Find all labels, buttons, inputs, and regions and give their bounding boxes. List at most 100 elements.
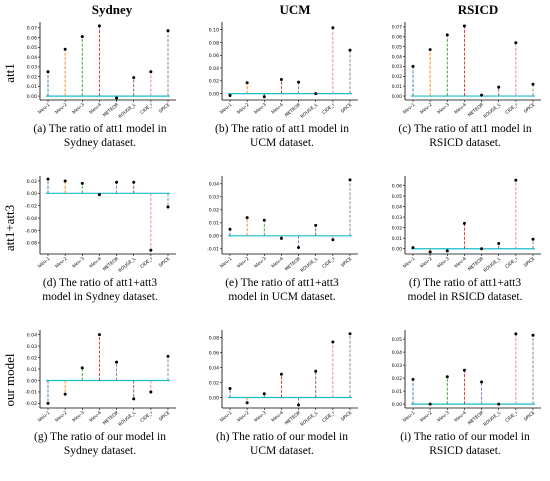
x-tick-label: CIDE_r (321, 256, 336, 270)
panel-f: 0.00 0.01 0.02 0.03 0.04 0.05 0.06 bleu-1 bleu-2… (383, 172, 550, 327)
data-point-bleu-3 (445, 249, 449, 253)
data-point-METEOR (297, 403, 301, 407)
x-tick-label: bleu-1 (402, 410, 417, 424)
x-tick-label: bleu-4 (453, 410, 468, 424)
x-tick-label: bleu-3 (253, 410, 268, 424)
data-point-bleu-2 (63, 392, 67, 396)
data-point-ROUGE_L (132, 76, 136, 80)
x-tick-label: SPICE (340, 256, 354, 269)
data-point-bleu-1 (228, 227, 232, 231)
y-tick-label: -0.02 (25, 204, 37, 210)
data-point-bleu-2 (428, 402, 432, 406)
y-tick-label: -0.04 (25, 216, 37, 222)
y-tick-label: 0.00 (27, 94, 37, 100)
x-tick-label: bleu-3 (253, 102, 268, 116)
x-tick-label: SPICE (523, 256, 537, 269)
y-tick-label: 0.02 (209, 380, 219, 386)
caption-line: model in UCM dataset. (228, 291, 336, 303)
x-tick-label: bleu-3 (436, 410, 451, 424)
data-point-METEOR (480, 380, 484, 384)
x-tick-label: bleu-3 (436, 256, 451, 270)
data-point-bleu-3 (262, 218, 266, 222)
y-tick-label: 0.03 (392, 215, 402, 221)
data-point-bleu-2 (428, 48, 432, 52)
data-point-CIDE_r (514, 41, 518, 45)
x-tick-label: SPICE (340, 102, 354, 115)
x-tick-label: bleu-1 (37, 410, 52, 424)
caption-line: RSICD dataset. (429, 445, 501, 457)
x-tick-label: SPICE (523, 102, 537, 115)
y-tick-label: 0.07 (27, 26, 37, 32)
y-tick-label: 0.04 (209, 365, 219, 371)
data-point-bleu-2 (63, 179, 67, 183)
y-tick-label: 0.00 (209, 395, 219, 401)
panel-a: 0.00 0.01 0.02 0.03 0.04 0.05 0.06 0.07 bleu-1 bl… (18, 18, 198, 173)
data-point-METEOR (115, 180, 119, 184)
data-point-bleu-1 (46, 401, 50, 405)
y-tick-label: 0.06 (209, 350, 219, 356)
data-point-bleu-2 (63, 47, 67, 51)
y-tick-label: 0.03 (27, 65, 37, 71)
y-tick-label: 0.10 (209, 27, 219, 33)
x-tick-label: CIDE_r (139, 410, 154, 424)
row-header-att1: att1 (2, 63, 17, 83)
x-tick-label: ROUGE_L (482, 256, 502, 272)
y-tick-label: 0.01 (27, 367, 37, 373)
x-tick-label: bleu-3 (71, 410, 86, 424)
y-tick-label: 0.04 (392, 204, 402, 210)
y-tick-label: 0.00 (392, 402, 402, 408)
x-tick-label: bleu-4 (270, 256, 285, 270)
panel-i: 0.00 0.01 0.02 0.03 0.04 0.05 bleu-1 bleu-2 bleu… (383, 326, 550, 481)
data-point-CIDE_r (149, 390, 153, 394)
data-point-bleu-4 (462, 24, 466, 28)
data-point-bleu-4 (97, 24, 101, 28)
caption-line: Sydney dataset. (63, 445, 137, 457)
x-tick-label: bleu-2 (54, 102, 69, 116)
data-point-METEOR (115, 360, 119, 364)
y-tick-label: 0.01 (27, 84, 37, 90)
caption-line: model in RSICD dataset. (407, 291, 523, 303)
y-tick-label: 0.02 (392, 376, 402, 382)
data-point-SPICE (531, 82, 535, 86)
caption-a: (a) The ratio of att1 model in Sydney dat… (10, 122, 190, 150)
panel-e: -0.01 0.00 0.01 0.02 0.03 0.04 bleu-1 bleu-2 ble… (200, 172, 380, 327)
caption-b: (b) The ratio of att1 model in UCM datase… (192, 122, 372, 150)
y-tick-label: 0.04 (209, 66, 219, 72)
x-tick-label: bleu-2 (54, 410, 69, 424)
y-tick-label: 0.08 (209, 335, 219, 341)
data-point-CIDE_r (514, 178, 518, 182)
x-tick-label: bleu-1 (219, 256, 234, 270)
y-tick-label: 0.00 (392, 247, 402, 253)
y-tick-label: 0.06 (392, 183, 402, 189)
caption-line: RSICD dataset. (429, 137, 501, 149)
y-tick-label: 0.03 (209, 195, 219, 201)
x-tick-label: CIDE_r (504, 410, 519, 424)
x-tick-label: ROUGE_L (482, 410, 502, 426)
x-tick-label: bleu-3 (253, 256, 268, 270)
x-tick-label: bleu-4 (270, 102, 285, 116)
data-point-bleu-3 (80, 35, 84, 39)
y-tick-label: 0.02 (209, 208, 219, 214)
panel-b: 0.00 0.02 0.04 0.06 0.08 0.10 bleu-1 bleu-2 bleu… (200, 18, 380, 173)
x-tick-label: CIDE_r (321, 410, 336, 424)
data-point-bleu-3 (80, 366, 84, 370)
y-tick-label: 0.00 (27, 378, 37, 384)
caption-c: (c) The ratio of att1 model in RSICD data… (375, 122, 550, 150)
caption-d: (d) The ratio of att1+att3 model in Sydne… (10, 276, 190, 304)
data-point-SPICE (348, 48, 352, 52)
x-tick-label: ROUGE_L (117, 102, 137, 118)
data-point-bleu-2 (428, 250, 432, 254)
caption-f: (f) The ratio of att1+att3 model in RSICD… (375, 276, 550, 304)
y-tick-label: 0.02 (27, 179, 37, 185)
row-header-att1-att3: att1+att3 (2, 204, 17, 252)
data-point-CIDE_r (149, 70, 153, 74)
data-point-ROUGE_L (132, 180, 136, 184)
caption-h: (h) The ratio of our model in UCM dataset… (192, 430, 372, 458)
y-tick-label: 0.00 (209, 91, 219, 97)
y-tick-label: 0.04 (27, 332, 37, 338)
column-header-rsicd: RSICD (457, 2, 499, 17)
data-point-bleu-2 (245, 216, 249, 220)
x-tick-label: bleu-1 (219, 410, 234, 424)
caption-line: (c) The ratio of att1 model in (398, 123, 532, 135)
